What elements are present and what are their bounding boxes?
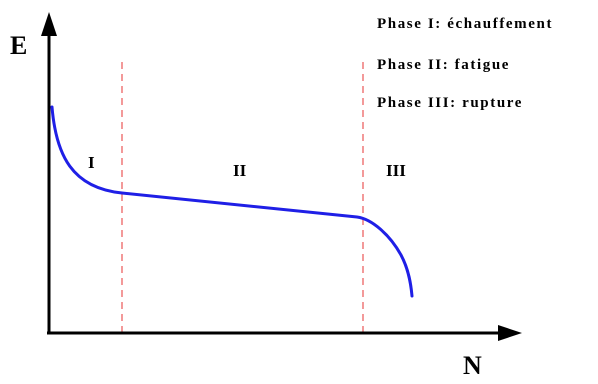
phase-label-1: I — [88, 153, 95, 172]
x-axis-arrow-icon — [498, 325, 522, 341]
legend-phase-3: Phase III: rupture — [377, 95, 523, 111]
y-axis-arrow-icon — [41, 12, 57, 36]
phase-curve — [50, 105, 414, 298]
legend-phase-2: Phase II: fatigue — [377, 57, 510, 73]
phase-label-2: II — [233, 161, 247, 180]
y-axis-label: E — [10, 31, 27, 60]
phase-label-3: III — [386, 161, 406, 180]
legend-phase-1: Phase I: échauffement — [377, 16, 553, 32]
x-axis-label: N — [463, 351, 482, 379]
